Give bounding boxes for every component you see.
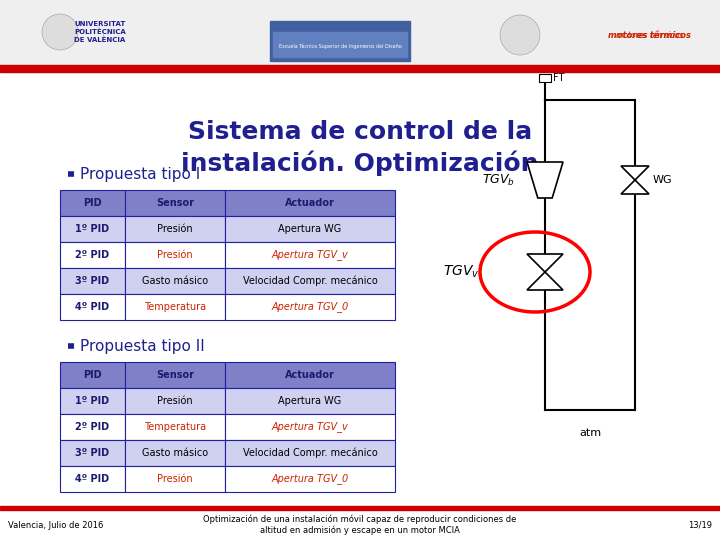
Bar xyxy=(225,440,395,466)
Text: $TGV_b$: $TGV_b$ xyxy=(482,172,515,187)
Circle shape xyxy=(500,15,540,55)
Text: 3º PID: 3º PID xyxy=(76,276,109,286)
Text: Propuesta tipo II: Propuesta tipo II xyxy=(80,339,204,354)
Text: Gasto másico: Gasto másico xyxy=(142,448,208,458)
Text: motores térmicos: motores térmicos xyxy=(608,30,691,39)
Bar xyxy=(60,294,125,320)
Bar xyxy=(225,388,395,414)
Text: Presión: Presión xyxy=(157,474,193,484)
Bar xyxy=(60,242,125,268)
Bar xyxy=(225,362,395,388)
Bar xyxy=(0,506,720,510)
Bar xyxy=(60,268,125,294)
Bar xyxy=(225,414,395,440)
Text: Sensor: Sensor xyxy=(156,198,194,208)
Bar xyxy=(60,466,125,492)
Text: Apertura TGV_v: Apertura TGV_v xyxy=(271,249,348,260)
Polygon shape xyxy=(621,180,649,194)
Text: motores térmicos: motores térmicos xyxy=(616,31,683,40)
Text: Velocidad Compr. mecánico: Velocidad Compr. mecánico xyxy=(243,448,377,458)
Text: Actuador: Actuador xyxy=(285,370,335,380)
Text: 2º PID: 2º PID xyxy=(76,422,109,432)
Text: Apertura TGV_0: Apertura TGV_0 xyxy=(271,301,348,313)
Text: $TGV_v$: $TGV_v$ xyxy=(444,264,480,280)
Text: 4º PID: 4º PID xyxy=(76,474,109,484)
Bar xyxy=(225,190,395,216)
Circle shape xyxy=(42,14,78,50)
Bar xyxy=(60,362,125,388)
Bar xyxy=(0,65,720,72)
Bar xyxy=(125,216,225,242)
Bar xyxy=(273,32,407,57)
Bar xyxy=(60,388,125,414)
Polygon shape xyxy=(621,166,649,180)
Text: Velocidad Compr. mecánico: Velocidad Compr. mecánico xyxy=(243,276,377,286)
Text: Presión: Presión xyxy=(157,224,193,234)
Text: PID: PID xyxy=(84,198,102,208)
Text: Escuela Técnica Superior de Ingenieros del Diseño: Escuela Técnica Superior de Ingenieros d… xyxy=(279,43,401,49)
Text: atm: atm xyxy=(579,428,601,438)
Bar xyxy=(60,216,125,242)
Bar xyxy=(539,74,551,82)
Bar xyxy=(125,268,225,294)
Bar xyxy=(225,466,395,492)
Text: Actuador: Actuador xyxy=(285,198,335,208)
Text: 3º PID: 3º PID xyxy=(76,448,109,458)
Bar xyxy=(60,190,125,216)
Text: 13/19: 13/19 xyxy=(688,521,712,530)
Bar xyxy=(615,29,685,43)
Bar xyxy=(225,294,395,320)
Text: Propuesta tipo I: Propuesta tipo I xyxy=(80,166,200,181)
Bar xyxy=(125,362,225,388)
Text: Sistema de control de la
instalación. Optimización: Sistema de control de la instalación. Op… xyxy=(181,120,539,176)
Text: Optimización de una instalación móvil capaz de reproducir condiciones de
altitud: Optimización de una instalación móvil ca… xyxy=(203,515,517,535)
Text: 1º PID: 1º PID xyxy=(76,396,109,406)
Text: Apertura TGV_0: Apertura TGV_0 xyxy=(271,474,348,484)
Text: Valencia, Julio de 2016: Valencia, Julio de 2016 xyxy=(8,521,104,530)
Text: Apertura WG: Apertura WG xyxy=(279,224,341,234)
Bar xyxy=(125,294,225,320)
Text: Presión: Presión xyxy=(157,250,193,260)
Bar xyxy=(225,268,395,294)
Text: Presión: Presión xyxy=(157,396,193,406)
Bar xyxy=(225,242,395,268)
Polygon shape xyxy=(527,272,563,290)
Text: Apertura TGV_v: Apertura TGV_v xyxy=(271,422,348,433)
Bar xyxy=(60,440,125,466)
Text: PID: PID xyxy=(84,370,102,380)
Text: 2º PID: 2º PID xyxy=(76,250,109,260)
Text: UNIVERSITAT
POLITÈCNICA
DE VALÈNCIA: UNIVERSITAT POLITÈCNICA DE VALÈNCIA xyxy=(74,22,126,43)
Bar xyxy=(125,414,225,440)
Bar xyxy=(125,190,225,216)
Text: 1º PID: 1º PID xyxy=(76,224,109,234)
Text: Sensor: Sensor xyxy=(156,370,194,380)
Bar xyxy=(0,510,720,540)
Bar xyxy=(0,0,720,65)
Bar xyxy=(125,466,225,492)
Text: Temperatura: Temperatura xyxy=(144,302,206,312)
Text: 4º PID: 4º PID xyxy=(76,302,109,312)
Bar xyxy=(125,242,225,268)
Text: Temperatura: Temperatura xyxy=(144,422,206,432)
Text: Apertura WG: Apertura WG xyxy=(279,396,341,406)
Bar xyxy=(270,21,410,61)
Text: Gasto másico: Gasto másico xyxy=(142,276,208,286)
Bar xyxy=(125,388,225,414)
Text: WG: WG xyxy=(653,175,672,185)
Text: FT: FT xyxy=(553,73,564,83)
Polygon shape xyxy=(527,254,563,272)
Bar xyxy=(125,440,225,466)
Bar xyxy=(60,414,125,440)
Polygon shape xyxy=(527,162,563,198)
Bar xyxy=(225,216,395,242)
